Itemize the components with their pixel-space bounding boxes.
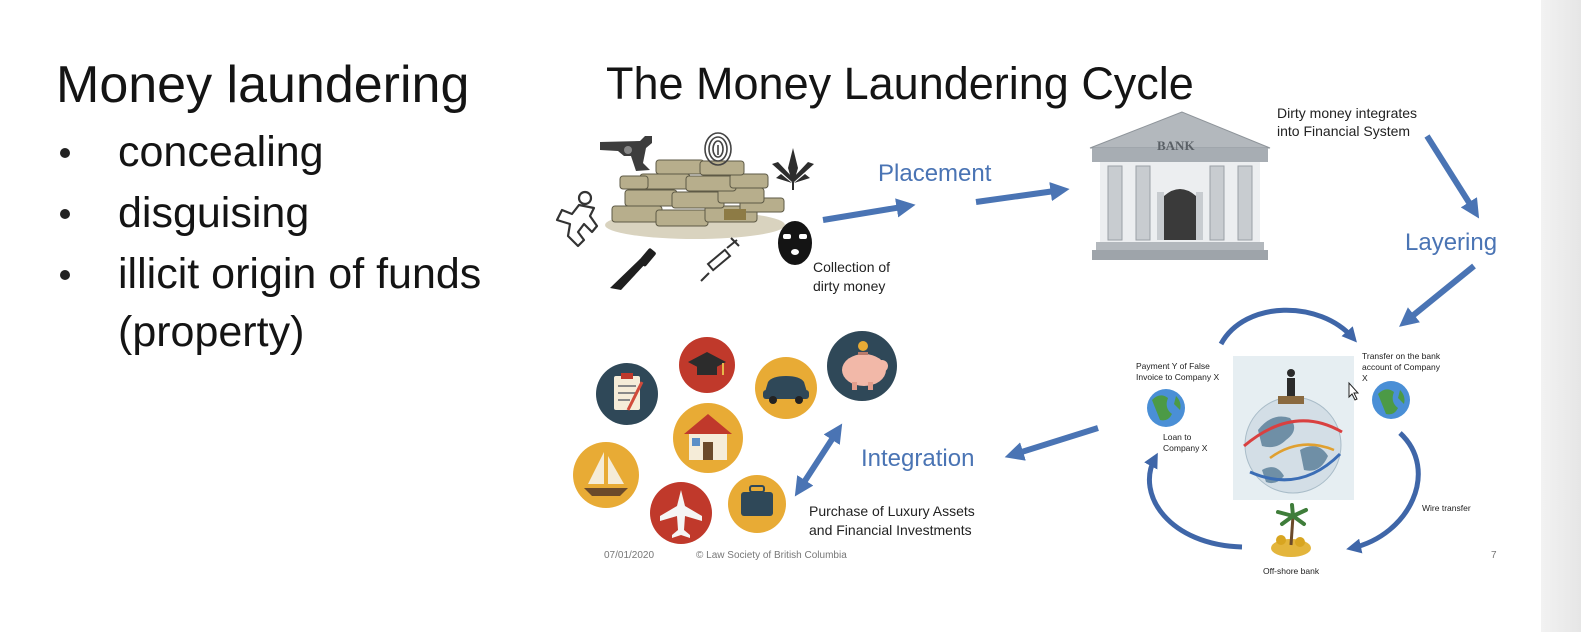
balaclava-icon <box>778 221 812 265</box>
page-title: Money laundering <box>56 56 470 114</box>
world-map-globe-icon <box>1233 356 1354 500</box>
label-loan: Loan to Company X <box>1163 432 1208 453</box>
main-arrows <box>794 134 1480 497</box>
label-offshore-bank: Off-shore bank <box>1263 566 1320 576</box>
label-payment: Payment Y of False Invoice to Company X <box>1136 361 1220 382</box>
placement-arrow-right <box>975 182 1070 205</box>
bullet-item: disguising <box>56 183 481 244</box>
caption-collection: Collection of dirty money <box>813 259 891 294</box>
crime-scene-outline-icon <box>555 190 599 248</box>
mouse-cursor-icon <box>1348 381 1360 401</box>
cannabis-leaf-icon <box>772 148 814 190</box>
bullet-item: concealing <box>56 122 481 183</box>
layering-cycle-arrows <box>1144 307 1421 554</box>
sailboat-circle-icon <box>573 442 639 508</box>
house-circle-icon <box>673 403 743 473</box>
stage-placement: Placement <box>878 160 992 187</box>
car-circle-icon <box>755 357 817 419</box>
graduation-cap-circle-icon <box>679 337 735 393</box>
syringe-icon <box>700 237 740 282</box>
caption-dirty-money: Dirty money integrates into Financial Sy… <box>1277 105 1418 139</box>
label-transfer: Transfer on the bank account of Company … <box>1362 351 1441 383</box>
layering-arrow-bottom <box>1399 263 1476 327</box>
piggy-bank-circle-icon <box>827 331 897 401</box>
clipboard-circle-icon <box>596 363 658 425</box>
fingerprint-icon <box>704 132 732 166</box>
bullet-list: concealing disguising illicit origin of … <box>56 122 481 305</box>
label-wire-transfer: Wire transfer <box>1422 503 1471 513</box>
slide-title: The Money Laundering Cycle <box>606 58 1194 109</box>
globe-icon-right <box>1372 381 1410 419</box>
footer-page-number: 7 <box>1491 550 1497 561</box>
window-edge-strip <box>1541 0 1581 632</box>
integration-arrow <box>1004 425 1099 461</box>
offshore-island-icon <box>1271 503 1311 557</box>
globe-icon-left <box>1147 389 1185 427</box>
footer-copyright: © Law Society of British Columbia <box>696 550 847 561</box>
airplane-circle-icon <box>650 482 712 544</box>
stage-layering: Layering <box>1405 229 1498 256</box>
stage-integration: Integration <box>861 445 975 472</box>
caption-purchase: Purchase of Luxury Assets and Financial … <box>809 503 975 538</box>
revolver-icon <box>600 136 652 171</box>
knife-icon <box>610 248 656 290</box>
bank-building-icon <box>1089 111 1271 260</box>
placement-arrow-left <box>822 198 916 223</box>
cash-pile-icon <box>605 159 785 239</box>
bank-sign: BANK <box>1157 138 1195 153</box>
bullet-continuation: (property) <box>118 308 305 356</box>
layering-arrow-top <box>1424 134 1480 219</box>
footer-date: 07/01/2020 <box>604 550 655 561</box>
briefcase-circle-icon <box>728 475 786 533</box>
purchase-double-arrow <box>794 423 843 497</box>
bullet-item: illicit origin of funds <box>56 244 481 305</box>
